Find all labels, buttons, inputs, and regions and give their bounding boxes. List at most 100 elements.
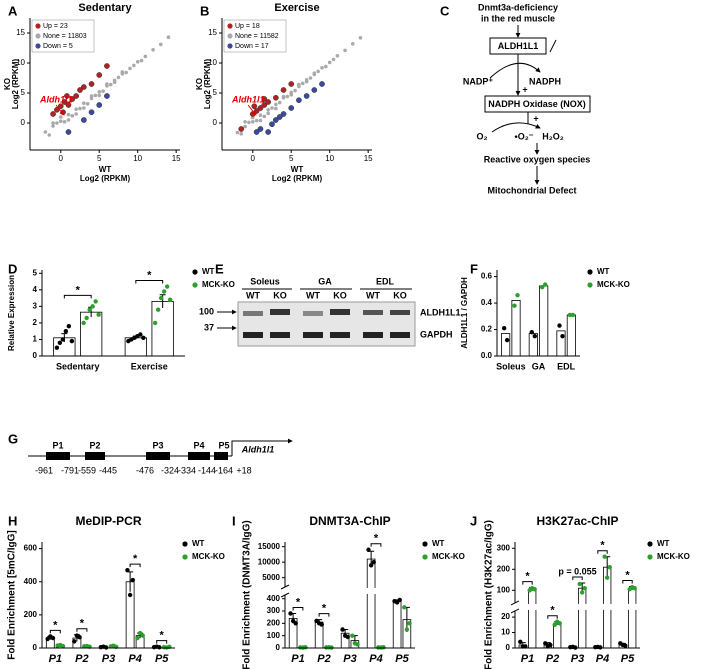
significance-label: * <box>53 619 58 631</box>
y-axis-label: Fold Enrichment [5mC/IgG] <box>7 530 18 659</box>
data-point <box>254 118 259 123</box>
bar <box>366 558 376 649</box>
data-point <box>504 337 510 343</box>
y-axis-label: ALDH1L1 / GAPDH <box>460 277 469 349</box>
legend-box <box>31 19 95 53</box>
significance-bracket <box>156 640 168 644</box>
significance-bracket <box>370 543 382 547</box>
data-point <box>529 329 535 335</box>
x-tick-label: P3 <box>343 653 356 665</box>
position-label: -476 <box>136 465 154 475</box>
data-point <box>97 90 102 94</box>
y-tick-label: 0.6 <box>481 272 493 281</box>
data-point <box>66 324 72 329</box>
data-point <box>582 586 587 591</box>
data-point <box>74 107 78 111</box>
legend-label: WT <box>657 539 670 548</box>
y-tick-label: 0.2 <box>481 325 493 334</box>
data-point <box>54 345 60 350</box>
data-point <box>371 559 376 565</box>
y-axis-label: KO <box>3 78 12 90</box>
legend-marker <box>35 23 41 29</box>
data-point <box>124 70 128 75</box>
data-point <box>607 565 612 570</box>
data-point <box>258 113 263 117</box>
data-point <box>51 121 55 125</box>
data-point <box>74 112 78 116</box>
data-point <box>58 119 63 123</box>
data-point <box>89 94 94 98</box>
legend-marker <box>422 541 428 547</box>
data-point <box>51 124 55 128</box>
legend-marker <box>35 33 41 39</box>
y-tick-label: 5 <box>33 268 38 277</box>
y-tick-label: 0 <box>21 118 26 127</box>
y-tick-label: 0 <box>276 643 281 652</box>
blot-membrane <box>237 301 416 347</box>
data-point <box>288 105 295 111</box>
region-box <box>214 452 228 460</box>
y-tick-label: 600 <box>24 544 38 553</box>
legend-label: WT <box>202 267 215 276</box>
lane-label: KO <box>273 290 287 300</box>
region-box <box>188 452 210 460</box>
data-point <box>280 87 287 93</box>
significance-bracket <box>597 550 608 554</box>
data-point <box>285 94 290 99</box>
data-point <box>132 63 136 68</box>
significance-bracket <box>129 563 141 568</box>
data-point <box>81 320 86 326</box>
x-axis-label: WT <box>99 165 112 174</box>
data-point <box>88 109 95 116</box>
data-point <box>272 94 279 101</box>
pathway-text: H₂O₂ <box>542 131 564 141</box>
data-point <box>340 627 345 632</box>
chart-title: H3K27ac-ChIP <box>536 514 618 528</box>
data-point <box>296 97 302 104</box>
position-label: -324 <box>161 465 179 475</box>
y-tick-label: 3 <box>33 301 38 310</box>
data-point <box>331 57 336 62</box>
y-axis-label: Fold Enrichment (DNMT3A/IgG) <box>242 520 253 669</box>
data-point <box>316 69 320 74</box>
bar <box>392 600 402 649</box>
data-point <box>151 48 155 52</box>
legend-marker <box>587 282 593 288</box>
y-axis-label: KO <box>195 78 204 90</box>
position-label: -559 <box>78 465 96 475</box>
bar <box>528 588 537 649</box>
pathway-text: Reactive oxygen species <box>484 154 591 164</box>
legend-label: Up = 23 <box>43 23 68 30</box>
data-point <box>358 36 363 40</box>
data-point <box>266 111 270 116</box>
data-point <box>304 79 309 84</box>
data-point <box>130 577 135 583</box>
data-point <box>397 597 402 603</box>
panel-label: I <box>232 513 236 528</box>
data-point <box>300 81 305 86</box>
data-point <box>355 642 360 647</box>
y-axis-label: Fold Enrichment (H3K27ac/IgG) <box>484 520 495 669</box>
data-point <box>623 643 628 648</box>
data-point <box>274 102 278 107</box>
data-point <box>368 563 374 568</box>
x-tick-label: 15 <box>364 154 373 163</box>
data-point <box>60 643 66 649</box>
marker-label: 100 <box>199 306 214 316</box>
x-tick-label: 0 <box>59 154 64 163</box>
y-tick-label: 0.4 <box>481 298 493 307</box>
data-point <box>402 605 407 610</box>
x-tick-label: P1 <box>291 653 304 665</box>
legend-marker <box>227 33 233 39</box>
panel-label: F <box>470 261 478 276</box>
gene-label: Aldh1l1 <box>241 444 275 454</box>
y-tick-label: 200 <box>497 564 511 573</box>
lane-label: WT <box>366 290 380 300</box>
region-box <box>146 452 170 460</box>
data-point <box>579 590 585 595</box>
x-tick-label: Exercise <box>131 361 168 371</box>
tick-mark <box>549 39 557 53</box>
bar <box>501 333 511 357</box>
bar <box>511 300 521 357</box>
pathway-text: + <box>522 84 527 94</box>
